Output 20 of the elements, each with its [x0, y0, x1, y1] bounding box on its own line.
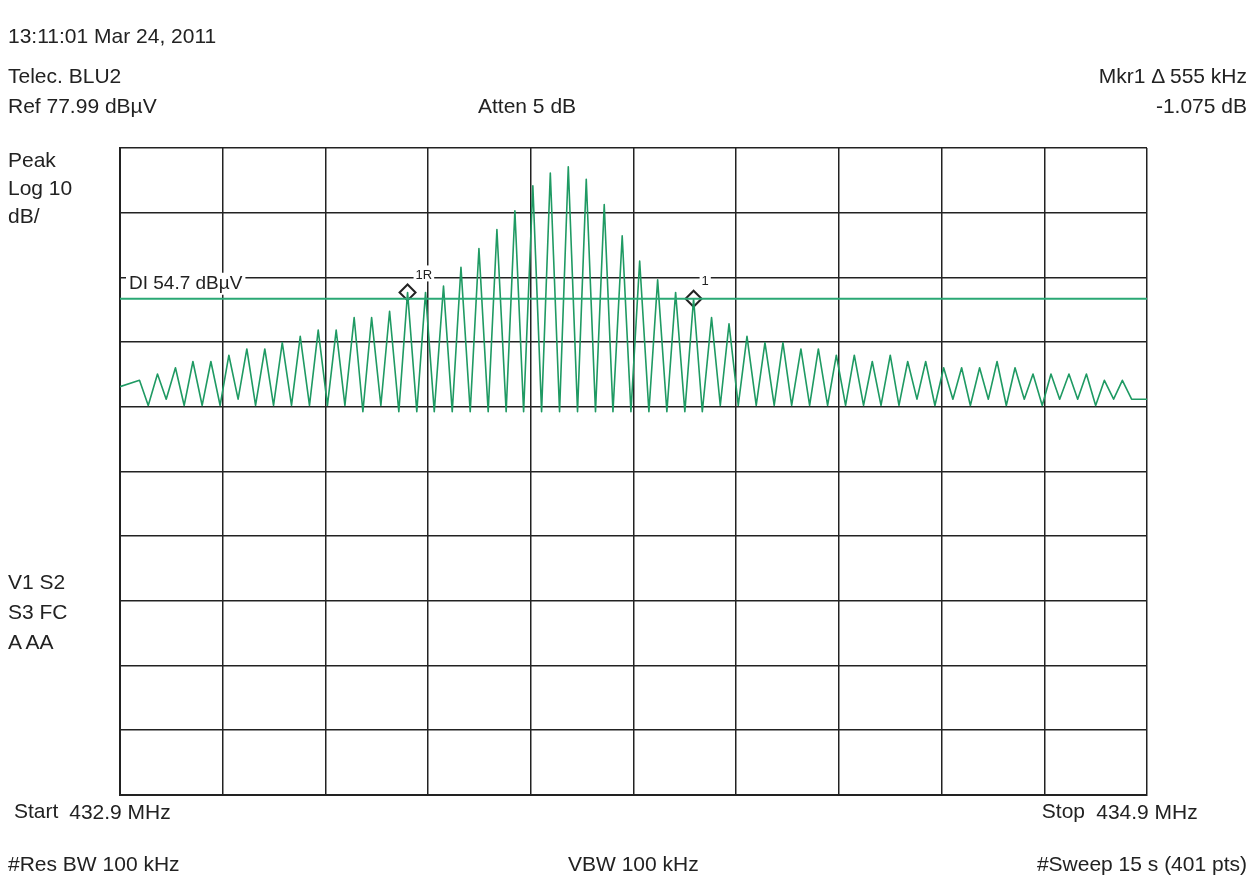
x-tick-label: 432.9 MHz	[69, 800, 171, 824]
text: V1 S2	[8, 569, 66, 595]
chart-title: 13:11:01 Mar 24, 2011	[8, 23, 217, 49]
text: Mkr1 Δ 555 kHz	[1098, 63, 1247, 89]
text: #Res BW 100 kHz	[8, 851, 180, 877]
text: Start	[14, 798, 59, 824]
text: Peak Log 10 dB/	[8, 147, 74, 229]
annotation: 1R	[415, 266, 433, 282]
text: Ref 77.99 dBµV	[8, 93, 157, 119]
text: #Sweep 15 s (401 pts)	[1036, 851, 1247, 877]
ref-line-label: DI 54.7 dBµV	[129, 272, 243, 294]
text: -1.075 dB	[1155, 93, 1247, 119]
text: Atten 5 dB	[478, 93, 577, 119]
text: VBW 100 kHz	[568, 851, 699, 877]
text: Stop	[1041, 798, 1085, 824]
x-tick-label: 434.9 MHz	[1096, 800, 1198, 824]
text: S3 FC	[8, 599, 68, 625]
chart-subtitle: Telec. BLU2	[8, 63, 122, 89]
text: A AA	[8, 629, 54, 655]
annotation: 1	[701, 272, 709, 288]
